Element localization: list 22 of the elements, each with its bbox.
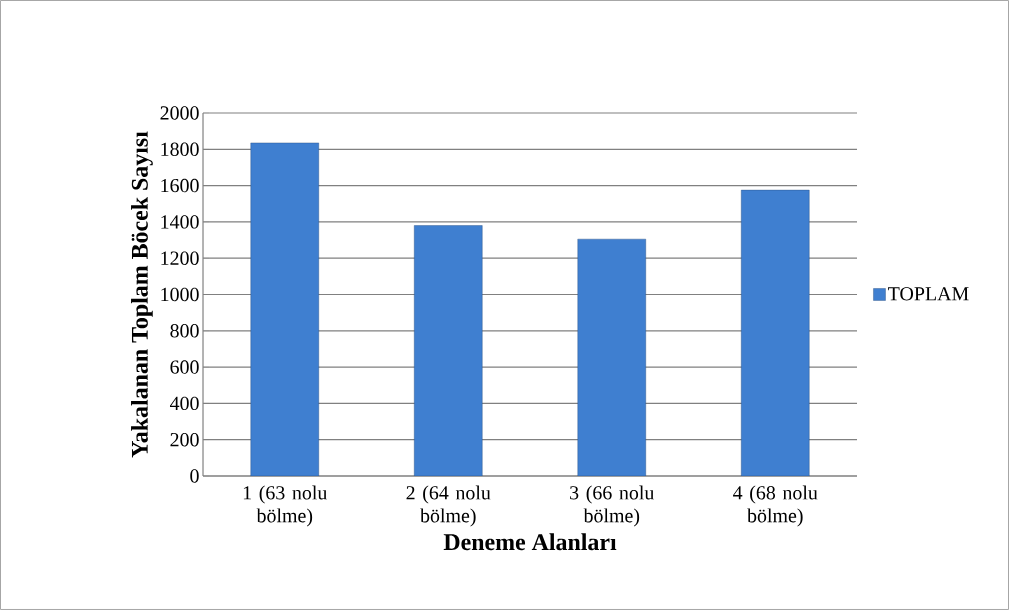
y-tick-label: 400 xyxy=(169,396,199,411)
bar xyxy=(577,238,646,476)
y-tick-label: 200 xyxy=(170,432,199,447)
y-tick-label: 800 xyxy=(170,324,199,338)
bar xyxy=(414,225,483,476)
bar xyxy=(741,189,810,476)
y-axis-title: Yakalanan Toplam Böcek Sayısı xyxy=(131,131,153,458)
y-tick-label: 1800 xyxy=(161,142,199,156)
bar xyxy=(250,142,319,476)
y-tick-label: 1200 xyxy=(161,251,199,265)
legend-label: TOPLAM xyxy=(888,287,969,301)
y-tick-label: 0 xyxy=(190,469,199,483)
y-tick-label: 1000 xyxy=(161,287,199,302)
x-tick-label: 4 (68 nolu bölme) xyxy=(733,485,818,527)
y-tick-label: 600 xyxy=(170,360,199,374)
x-tick-label: 3 (66 nolu bölme) xyxy=(570,485,655,527)
x-tick-label: 1 (63 nolu bölme) xyxy=(243,485,328,527)
x-tick-label: 2 (64 nolu bölme) xyxy=(406,485,491,527)
y-tick-label: 1600 xyxy=(161,178,199,193)
y-tick-label: 2000 xyxy=(160,106,199,120)
y-tick-label: 1400 xyxy=(161,215,199,229)
x-axis-title: Deneme Alanları xyxy=(443,533,617,551)
